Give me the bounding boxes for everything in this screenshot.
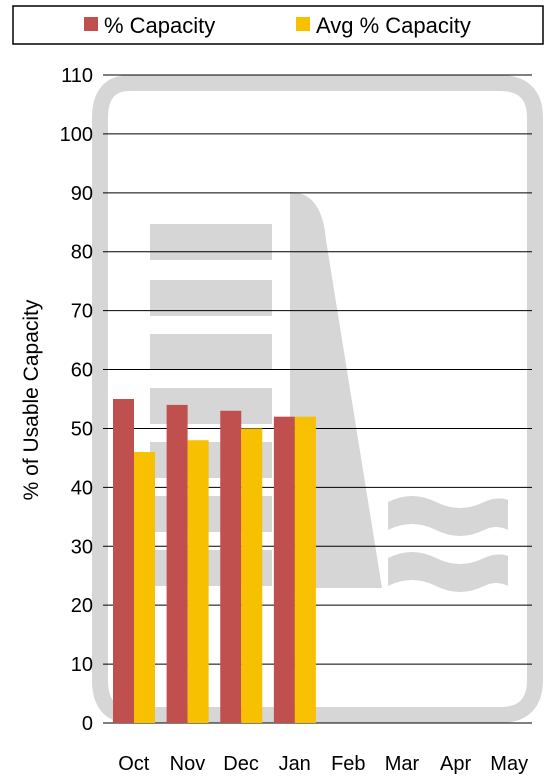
x-axis-tick-labels: Oct Nov Dec Jan Feb Mar Apr May: [118, 753, 528, 775]
bar-capacity-dec: [220, 410, 242, 723]
y-tick-label: 0: [82, 713, 93, 735]
y-tick-label: 50: [71, 418, 93, 440]
x-tick-label-nov: Nov: [170, 753, 206, 775]
y-tick-label: 20: [71, 595, 93, 617]
legend: % Capacity Avg % Capacity: [12, 5, 544, 45]
y-tick-label: 40: [71, 477, 93, 499]
x-tick-label-may: May: [490, 753, 528, 775]
y-axis-label: % of Usable Capacity: [20, 299, 43, 500]
dam-watermark-graphic: [92, 75, 543, 723]
y-tick-label: 60: [71, 360, 93, 382]
x-tick-label-apr: Apr: [440, 753, 471, 775]
x-tick-label-oct: Oct: [118, 753, 150, 775]
bar-capacity-jan: [273, 416, 295, 723]
dam-outline: [92, 75, 543, 723]
y-tick-label: 10: [71, 654, 93, 676]
bar-avg-capacity-dec: [241, 428, 263, 723]
legend-label-capacity: % Capacity: [104, 13, 215, 38]
dam-stripe: [150, 280, 272, 316]
legend-swatch-capacity: [84, 17, 98, 31]
y-tick-label: 70: [71, 301, 93, 323]
legend-frame: [12, 5, 544, 45]
bar-avg-capacity-oct: [134, 452, 155, 723]
y-tick-label: 110: [61, 65, 93, 87]
bar-capacity-nov: [166, 404, 188, 723]
bar-capacity-oct: [113, 399, 134, 723]
legend-swatch-avg-capacity: [296, 17, 310, 31]
dam-stripe: [150, 224, 272, 260]
water-wave: [388, 496, 508, 536]
y-tick-label: 90: [71, 183, 93, 205]
y-tick-label: 30: [71, 536, 93, 558]
bar-avg-capacity-jan: [294, 416, 316, 723]
bar-avg-capacity-nov: [187, 440, 209, 723]
x-tick-label-jan: Jan: [279, 753, 311, 775]
x-tick-label-dec: Dec: [223, 753, 259, 775]
x-tick-label-feb: Feb: [331, 753, 365, 775]
x-tick-label-mar: Mar: [385, 753, 420, 775]
dam-stripe: [150, 334, 272, 370]
y-axis-tick-labels: 0 10 20 30 40 50 60 70 80 90 100 110: [60, 65, 93, 735]
legend-label-avg-capacity: Avg % Capacity: [316, 13, 471, 38]
y-tick-label: 100: [60, 124, 93, 146]
y-tick-label: 80: [71, 242, 93, 264]
water-wave: [388, 552, 508, 592]
bars: [113, 399, 316, 723]
